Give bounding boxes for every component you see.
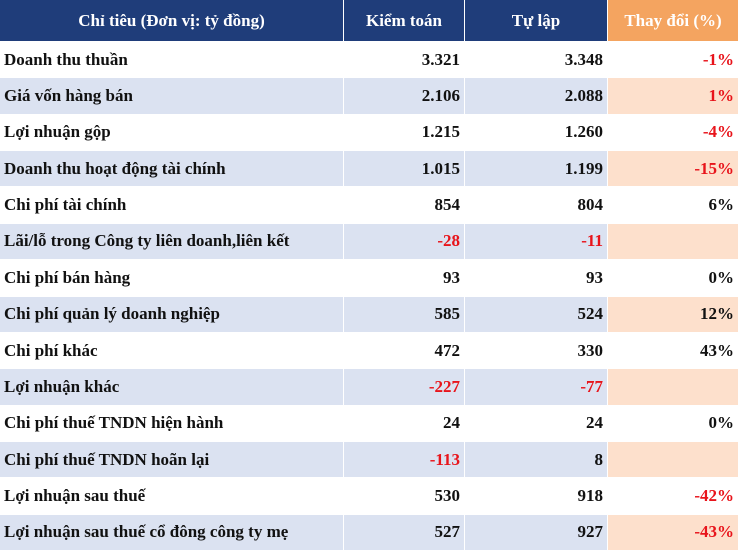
value-cell: 3.348 <box>465 42 608 79</box>
value-cell <box>608 369 739 406</box>
value-cell: 1.199 <box>465 151 608 188</box>
value-cell: -11 <box>465 223 608 261</box>
value-cell: 1.215 <box>344 114 465 152</box>
value-cell: 3.321 <box>344 42 465 79</box>
value-cell: 1.015 <box>344 151 465 188</box>
value-cell: 585 <box>344 296 465 333</box>
row-label: Chi phí khác <box>0 332 344 370</box>
row-label: Lợi nhuận khác <box>0 369 344 406</box>
row-label: Chi phí quản lý doanh nghiệp <box>0 296 344 333</box>
row-label: Lợi nhuận sau thuế cổ đông công ty mẹ <box>0 514 344 551</box>
value-cell: 24 <box>344 405 465 442</box>
value-cell: 93 <box>344 260 465 297</box>
value-cell: 8 <box>465 441 608 479</box>
value-cell: 530 <box>344 478 465 515</box>
value-cell: 1.260 <box>465 114 608 152</box>
value-cell: -4% <box>608 114 739 152</box>
row-label: Chi phí tài chính <box>0 187 344 224</box>
value-cell <box>608 441 739 479</box>
value-cell: 12% <box>608 296 739 333</box>
value-cell: 854 <box>344 187 465 224</box>
value-cell: 24 <box>465 405 608 442</box>
value-cell: -227 <box>344 369 465 406</box>
value-cell <box>608 223 739 261</box>
value-cell: 918 <box>465 478 608 515</box>
header-cell: Chỉ tiêu (Đơn vị: tỷ đồng) <box>0 0 344 42</box>
header-cell: Tự lập <box>465 0 608 42</box>
value-cell: -42% <box>608 478 739 515</box>
value-cell: -28 <box>344 223 465 261</box>
row-label: Lãi/lỗ trong Công ty liên doanh,liên kết <box>0 223 344 261</box>
value-cell: 527 <box>344 514 465 551</box>
value-cell: 1% <box>608 78 739 115</box>
value-cell: 6% <box>608 187 739 224</box>
value-cell: 2.088 <box>465 78 608 115</box>
value-cell: 927 <box>465 514 608 551</box>
value-cell: 330 <box>465 332 608 370</box>
value-cell: 524 <box>465 296 608 333</box>
row-label: Lợi nhuận sau thuế <box>0 478 344 515</box>
row-label: Chi phí thuế TNDN hoãn lại <box>0 441 344 479</box>
value-cell: -15% <box>608 151 739 188</box>
header-cell: Thay đổi (%) <box>608 0 739 42</box>
value-cell: -77 <box>465 369 608 406</box>
value-cell: 0% <box>608 260 739 297</box>
value-cell: 2.106 <box>344 78 465 115</box>
row-label: Doanh thu hoạt động tài chính <box>0 151 344 188</box>
row-label: Doanh thu thuần <box>0 42 344 79</box>
value-cell: 43% <box>608 332 739 370</box>
value-cell: 804 <box>465 187 608 224</box>
value-cell: -43% <box>608 514 739 551</box>
value-cell: 472 <box>344 332 465 370</box>
row-label: Lợi nhuận gộp <box>0 114 344 152</box>
row-label: Chi phí thuế TNDN hiện hành <box>0 405 344 442</box>
value-cell: -1% <box>608 42 739 79</box>
value-cell: 93 <box>465 260 608 297</box>
header-cell: Kiểm toán <box>344 0 465 42</box>
value-cell: 0% <box>608 405 739 442</box>
row-label: Giá vốn hàng bán <box>0 78 344 115</box>
value-cell: -113 <box>344 441 465 479</box>
row-label: Chi phí bán hàng <box>0 260 344 297</box>
